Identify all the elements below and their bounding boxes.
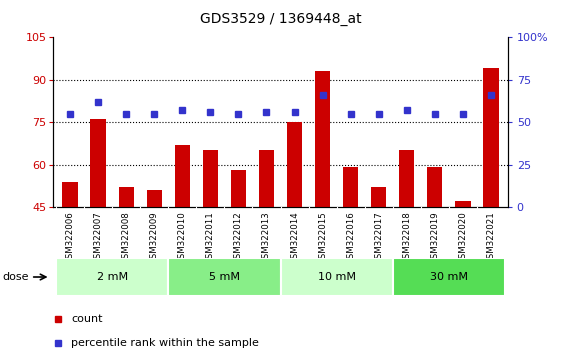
Text: GSM322006: GSM322006 bbox=[66, 211, 75, 264]
Text: GSM322010: GSM322010 bbox=[178, 211, 187, 264]
Text: GSM322015: GSM322015 bbox=[318, 211, 327, 264]
Bar bbox=[399, 150, 415, 207]
Bar bbox=[427, 167, 443, 207]
Text: GSM322021: GSM322021 bbox=[486, 211, 495, 264]
Bar bbox=[315, 71, 330, 207]
Text: GSM322013: GSM322013 bbox=[262, 211, 271, 264]
Bar bbox=[393, 258, 505, 296]
Text: 5 mM: 5 mM bbox=[209, 272, 240, 282]
Bar bbox=[146, 190, 162, 207]
Text: 2 mM: 2 mM bbox=[96, 272, 128, 282]
Bar bbox=[90, 119, 106, 207]
Text: GSM322011: GSM322011 bbox=[206, 211, 215, 264]
Text: GSM322012: GSM322012 bbox=[234, 211, 243, 264]
Text: GSM322008: GSM322008 bbox=[122, 211, 131, 264]
Bar bbox=[259, 150, 274, 207]
Bar bbox=[56, 258, 168, 296]
Bar bbox=[174, 145, 190, 207]
Text: GSM322017: GSM322017 bbox=[374, 211, 383, 264]
Text: GSM322007: GSM322007 bbox=[94, 211, 103, 264]
Bar bbox=[287, 122, 302, 207]
Text: percentile rank within the sample: percentile rank within the sample bbox=[71, 338, 259, 348]
Text: GSM322014: GSM322014 bbox=[290, 211, 299, 264]
Text: count: count bbox=[71, 314, 103, 325]
Bar bbox=[483, 68, 499, 207]
Text: GSM322019: GSM322019 bbox=[430, 211, 439, 264]
Bar bbox=[203, 150, 218, 207]
Text: GSM322018: GSM322018 bbox=[402, 211, 411, 264]
Text: dose: dose bbox=[3, 272, 29, 282]
Bar bbox=[62, 182, 78, 207]
Bar bbox=[371, 187, 387, 207]
Bar bbox=[455, 201, 471, 207]
Text: 30 mM: 30 mM bbox=[430, 272, 468, 282]
Bar bbox=[343, 167, 358, 207]
Text: GDS3529 / 1369448_at: GDS3529 / 1369448_at bbox=[200, 12, 361, 27]
Bar bbox=[168, 258, 280, 296]
Text: 10 mM: 10 mM bbox=[318, 272, 356, 282]
Text: GSM322016: GSM322016 bbox=[346, 211, 355, 264]
Text: GSM322020: GSM322020 bbox=[458, 211, 467, 264]
Bar bbox=[118, 187, 134, 207]
Bar bbox=[280, 258, 393, 296]
Text: GSM322009: GSM322009 bbox=[150, 211, 159, 264]
Bar bbox=[231, 170, 246, 207]
